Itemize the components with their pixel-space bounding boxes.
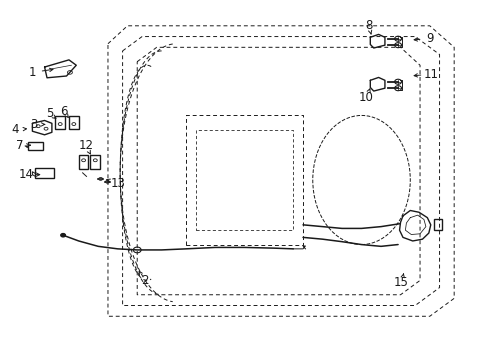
Bar: [69, 116, 79, 129]
Text: 14: 14: [19, 168, 34, 181]
Text: 12: 12: [79, 139, 93, 152]
Text: 9: 9: [425, 32, 433, 45]
Bar: [55, 116, 65, 129]
Text: 7: 7: [17, 139, 24, 152]
Text: 5: 5: [46, 107, 53, 120]
Text: 4: 4: [12, 123, 19, 136]
Circle shape: [61, 233, 65, 237]
Text: 10: 10: [358, 91, 373, 104]
Text: 8: 8: [365, 19, 372, 32]
Text: 6: 6: [60, 105, 68, 118]
Text: 1: 1: [29, 66, 36, 79]
Bar: [27, 141, 43, 150]
Text: 13: 13: [110, 177, 125, 190]
Bar: [90, 155, 100, 169]
Text: 15: 15: [393, 276, 408, 289]
Text: 11: 11: [423, 68, 437, 81]
Text: 3: 3: [30, 118, 38, 131]
Bar: [433, 220, 442, 230]
Bar: [35, 168, 54, 178]
Bar: [79, 155, 88, 169]
Text: 2: 2: [141, 274, 148, 287]
